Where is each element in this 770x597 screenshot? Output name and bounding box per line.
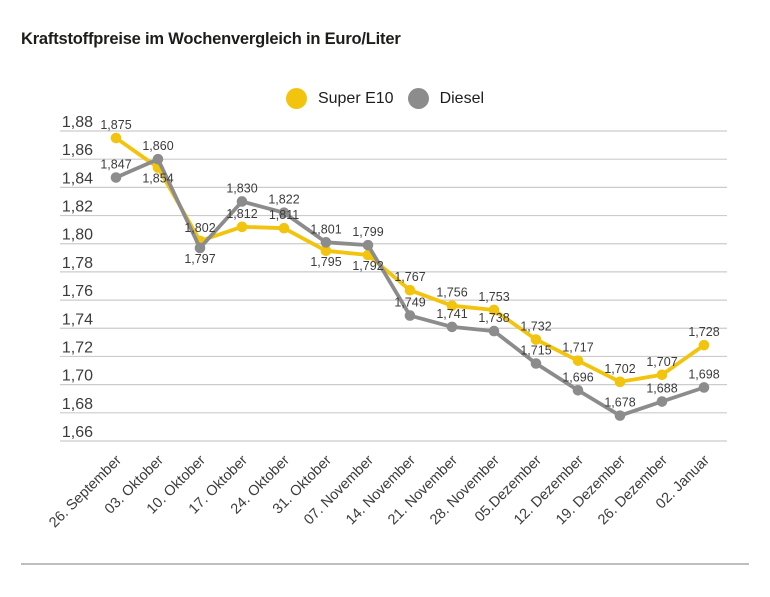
data-point-label: 1,756 [436, 286, 467, 300]
data-point [614, 376, 626, 388]
data-point-label: 1,860 [142, 139, 173, 153]
data-point-label: 1,854 [142, 172, 173, 186]
data-point-label: 1,847 [100, 158, 131, 172]
data-point [278, 222, 290, 234]
data-point [488, 325, 500, 337]
data-point [362, 239, 374, 251]
y-tick-label: 1,72 [62, 339, 93, 356]
data-point-label: 1,767 [394, 270, 425, 284]
data-point-label: 1,696 [562, 370, 593, 384]
legend-item-diesel: Diesel [407, 88, 485, 109]
data-point-label: 1,812 [226, 207, 257, 221]
data-point [110, 132, 122, 144]
legend-label-diesel: Diesel [439, 89, 485, 107]
data-point [278, 207, 290, 219]
data-point-label: 1,728 [688, 325, 719, 339]
data-point [698, 339, 710, 351]
data-point-label: 1,741 [436, 307, 467, 321]
data-point [530, 334, 542, 345]
legend-marker-super-e10-icon [285, 88, 307, 109]
data-point-label: 1,688 [646, 382, 677, 396]
data-point-label: 1,698 [688, 367, 719, 381]
y-tick-label: 1,80 [62, 227, 93, 244]
data-point-label: 1,802 [184, 221, 215, 235]
data-point-label: 1,732 [520, 320, 551, 334]
data-point [656, 396, 668, 407]
data-point-label: 1,801 [310, 222, 341, 236]
bottom-divider [21, 563, 749, 565]
data-point [152, 153, 164, 165]
y-tick-label: 1,88 [62, 114, 93, 131]
data-point [236, 221, 248, 233]
y-tick-label: 1,82 [62, 199, 93, 216]
data-point [488, 304, 500, 316]
data-point-label: 1,875 [100, 118, 131, 132]
data-point-label: 1,707 [646, 355, 677, 369]
data-point [572, 384, 584, 396]
data-point-label: 1,792 [352, 259, 383, 273]
data-point-label: 1,717 [562, 341, 593, 355]
data-point [110, 172, 122, 183]
data-point-label: 1,822 [268, 193, 299, 207]
data-point [194, 242, 206, 254]
data-point [446, 321, 458, 333]
y-tick-label: 1,68 [62, 396, 93, 413]
data-point-label: 1,715 [520, 344, 551, 358]
data-point [446, 300, 458, 312]
data-point [320, 245, 332, 257]
y-tick-label: 1,84 [62, 170, 93, 187]
data-point-label: 1,795 [310, 255, 341, 269]
data-point-label: 1,738 [478, 311, 509, 325]
data-point-label: 1,830 [226, 181, 257, 195]
data-point-label: 1,749 [394, 296, 425, 310]
legend-item-super-e10: Super E10 [285, 88, 394, 109]
y-tick-label: 1,78 [62, 255, 93, 272]
chart-title: Kraftstoffpreise im Wochenvergleich in E… [21, 30, 401, 48]
y-tick-label: 1,86 [62, 142, 93, 159]
data-point [236, 196, 248, 207]
data-point [614, 410, 626, 421]
data-point-label: 1,799 [352, 225, 383, 239]
y-tick-label: 1,76 [62, 283, 93, 300]
data-point [404, 310, 416, 321]
y-tick-label: 1,74 [62, 311, 93, 328]
data-point [404, 284, 416, 296]
data-point-label: 1,702 [604, 362, 635, 376]
data-point [320, 237, 332, 248]
legend-marker-diesel-icon [407, 88, 429, 109]
x-tick-label: 26. September [46, 452, 125, 531]
data-point-label: 1,811 [269, 208, 299, 222]
data-point-label: 1,797 [184, 252, 215, 266]
data-point-label: 1,678 [604, 396, 635, 410]
data-point [656, 369, 668, 381]
data-point-label: 1,753 [478, 290, 509, 304]
data-point [530, 358, 542, 369]
data-point [698, 382, 710, 393]
legend-label-super-e10: Super E10 [317, 89, 394, 107]
y-tick-label: 1,70 [62, 368, 93, 385]
y-tick-label: 1,66 [62, 424, 93, 441]
data-point [572, 355, 584, 366]
chart-legend: Super E10 Diesel [0, 88, 770, 109]
